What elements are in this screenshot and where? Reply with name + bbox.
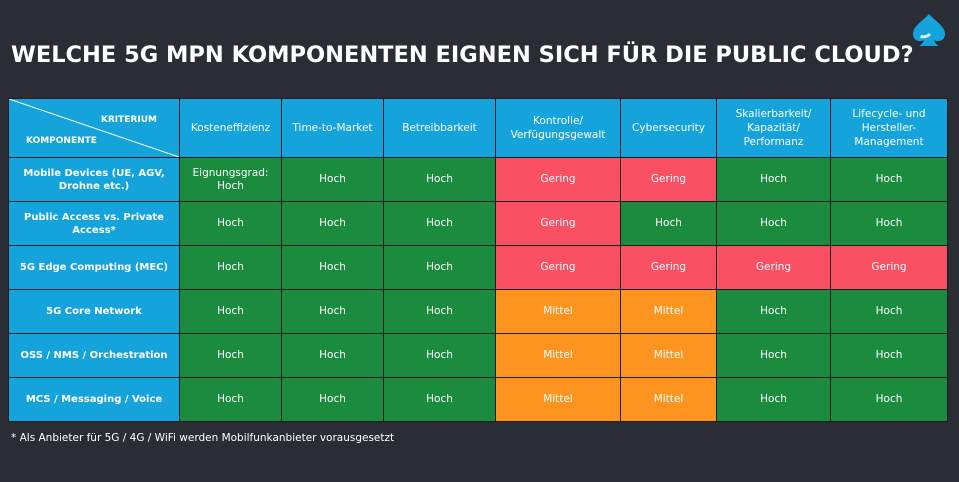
rating-cell: Hoch — [716, 201, 831, 246]
rating-cell: Mittel — [495, 377, 621, 422]
rating-cell: Hoch — [179, 377, 282, 422]
rating-cell: Mittel — [495, 333, 621, 378]
rating-cell: Hoch — [716, 377, 831, 422]
rating-cell: Hoch — [281, 289, 384, 334]
row-header: Mobile Devices (UE, AGV, Drohne etc.) — [8, 157, 180, 202]
rating-cell: Mittel — [495, 289, 621, 334]
rating-cell: Hoch — [620, 201, 717, 246]
rating-cell: Hoch — [383, 289, 496, 334]
table-row: 5G Core Network Hoch Hoch Hoch Mittel Mittel H… — [8, 289, 948, 334]
rating-cell: Gering — [620, 157, 717, 202]
page-title: WELCHE 5G MPN KOMPONENTEN EIGNEN SICH FÜ… — [11, 42, 914, 68]
rating-cell: Gering — [495, 245, 621, 290]
rating-cell: Hoch — [281, 333, 384, 378]
rating-cell: Hoch — [383, 157, 496, 202]
column-header: Skalierbarkeit/ Kapazität/ Performanz — [716, 98, 831, 158]
row-header: 5G Edge Computing (MEC) — [8, 245, 180, 290]
column-header: Betreibbarkeit — [383, 98, 496, 158]
row-header: MCS / Messaging / Voice — [8, 377, 180, 422]
rating-cell: Eignungsgrad: Hoch — [179, 157, 282, 202]
rating-cell: Hoch — [716, 289, 831, 334]
column-header: Cybersecurity — [620, 98, 717, 158]
rating-cell: Hoch — [830, 333, 948, 378]
rating-cell: Hoch — [179, 289, 282, 334]
rating-cell: Hoch — [716, 333, 831, 378]
table-row: 5G Edge Computing (MEC) Hoch Hoch Hoch Gerin… — [8, 245, 948, 290]
rating-cell: Gering — [495, 201, 621, 246]
evaluation-matrix: KRITERIUM KOMPONENTE Kosteneffizienz Time… — [8, 98, 948, 422]
rating-cell: Gering — [716, 245, 831, 290]
rating-cell: Hoch — [179, 201, 282, 246]
corner-diagonal — [9, 99, 179, 157]
column-header: Time-to-Market — [281, 98, 384, 158]
table-row: Mobile Devices (UE, AGV, Drohne etc.) Eig… — [8, 157, 948, 202]
header-row: KRITERIUM KOMPONENTE Kosteneffizienz Time… — [8, 98, 948, 158]
corner-cell: KRITERIUM KOMPONENTE — [8, 98, 180, 158]
rating-cell: Hoch — [716, 157, 831, 202]
row-header: OSS / NMS / Orchestration — [8, 333, 180, 378]
rating-cell: Hoch — [179, 333, 282, 378]
criterion-label: KRITERIUM — [100, 115, 157, 125]
rating-cell: Hoch — [281, 377, 384, 422]
footnote: * Als Anbieter für 5G / 4G / WiFi werden… — [11, 432, 395, 444]
component-label: KOMPONENTE — [26, 136, 97, 146]
rating-cell: Hoch — [383, 377, 496, 422]
rating-cell: Gering — [495, 157, 621, 202]
row-header: 5G Core Network — [8, 289, 180, 334]
rating-cell: Gering — [620, 245, 717, 290]
rating-cell: Mittel — [620, 377, 717, 422]
rating-cell: Mittel — [620, 289, 717, 334]
rating-cell: Hoch — [830, 157, 948, 202]
table-row: MCS / Messaging / Voice Hoch Hoch Hoch Mitte… — [8, 377, 948, 422]
rating-cell: Hoch — [383, 201, 496, 246]
rating-cell: Hoch — [281, 157, 384, 202]
rating-cell: Hoch — [179, 245, 282, 290]
column-header: Kontrolle/ Verfügungsgewalt — [495, 98, 621, 158]
rating-cell: Mittel — [620, 333, 717, 378]
column-header: Lifecycle- und Hersteller-Management — [830, 98, 948, 158]
spade-logo-icon — [913, 14, 945, 46]
table-row: Public Access vs. Private Access* Hoch Hoc… — [8, 201, 948, 246]
table-row: OSS / NMS / Orchestration Hoch Hoch Hoch Mit… — [8, 333, 948, 378]
rating-cell: Hoch — [281, 201, 384, 246]
rating-cell: Hoch — [281, 245, 384, 290]
column-header: Kosteneffizienz — [179, 98, 282, 158]
rating-cell: Gering — [830, 245, 948, 290]
rating-cell: Hoch — [830, 201, 948, 246]
rating-cell: Hoch — [830, 289, 948, 334]
rating-cell: Hoch — [383, 333, 496, 378]
rating-cell: Hoch — [383, 245, 496, 290]
row-header: Public Access vs. Private Access* — [8, 201, 180, 246]
rating-cell: Hoch — [830, 377, 948, 422]
